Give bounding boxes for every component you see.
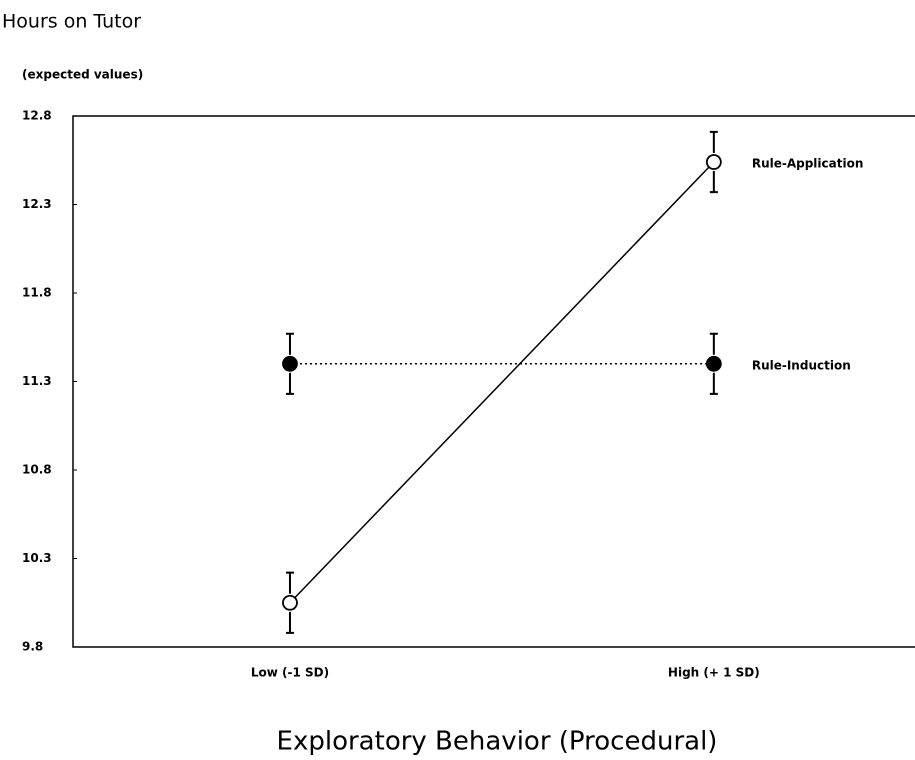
error-bar bbox=[709, 332, 718, 395]
y-tick-label: 12.3 bbox=[22, 197, 52, 211]
error-bar bbox=[285, 332, 294, 395]
chart-title: Hours on Tutor bbox=[2, 11, 141, 33]
y-tick-label: 11.8 bbox=[22, 286, 52, 300]
error-bar bbox=[285, 571, 294, 634]
y-tick-label: 10.3 bbox=[22, 551, 52, 565]
y-tick-label: 12.8 bbox=[22, 109, 52, 123]
x-tick-label: High (+ 1 SD) bbox=[668, 666, 760, 680]
y-tick-label: 10.8 bbox=[22, 463, 52, 477]
plot-frame bbox=[72, 115, 915, 648]
data-point bbox=[282, 594, 298, 611]
chart-subtitle: (expected values) bbox=[22, 68, 143, 82]
series-line bbox=[289, 161, 715, 604]
series-label: Rule-Induction bbox=[752, 358, 851, 372]
y-tick-label: 9.8 bbox=[22, 640, 43, 654]
y-tick-label: 11.3 bbox=[22, 374, 52, 388]
series-label: Rule-Application bbox=[752, 157, 864, 171]
data-point bbox=[705, 355, 722, 372]
x-tick-label: Low (-1 SD) bbox=[251, 666, 329, 680]
x-axis-label: Exploratory Behavior (Procedural) bbox=[277, 727, 718, 757]
error-bar bbox=[709, 130, 718, 194]
data-point bbox=[282, 355, 298, 372]
data-point bbox=[705, 154, 722, 170]
